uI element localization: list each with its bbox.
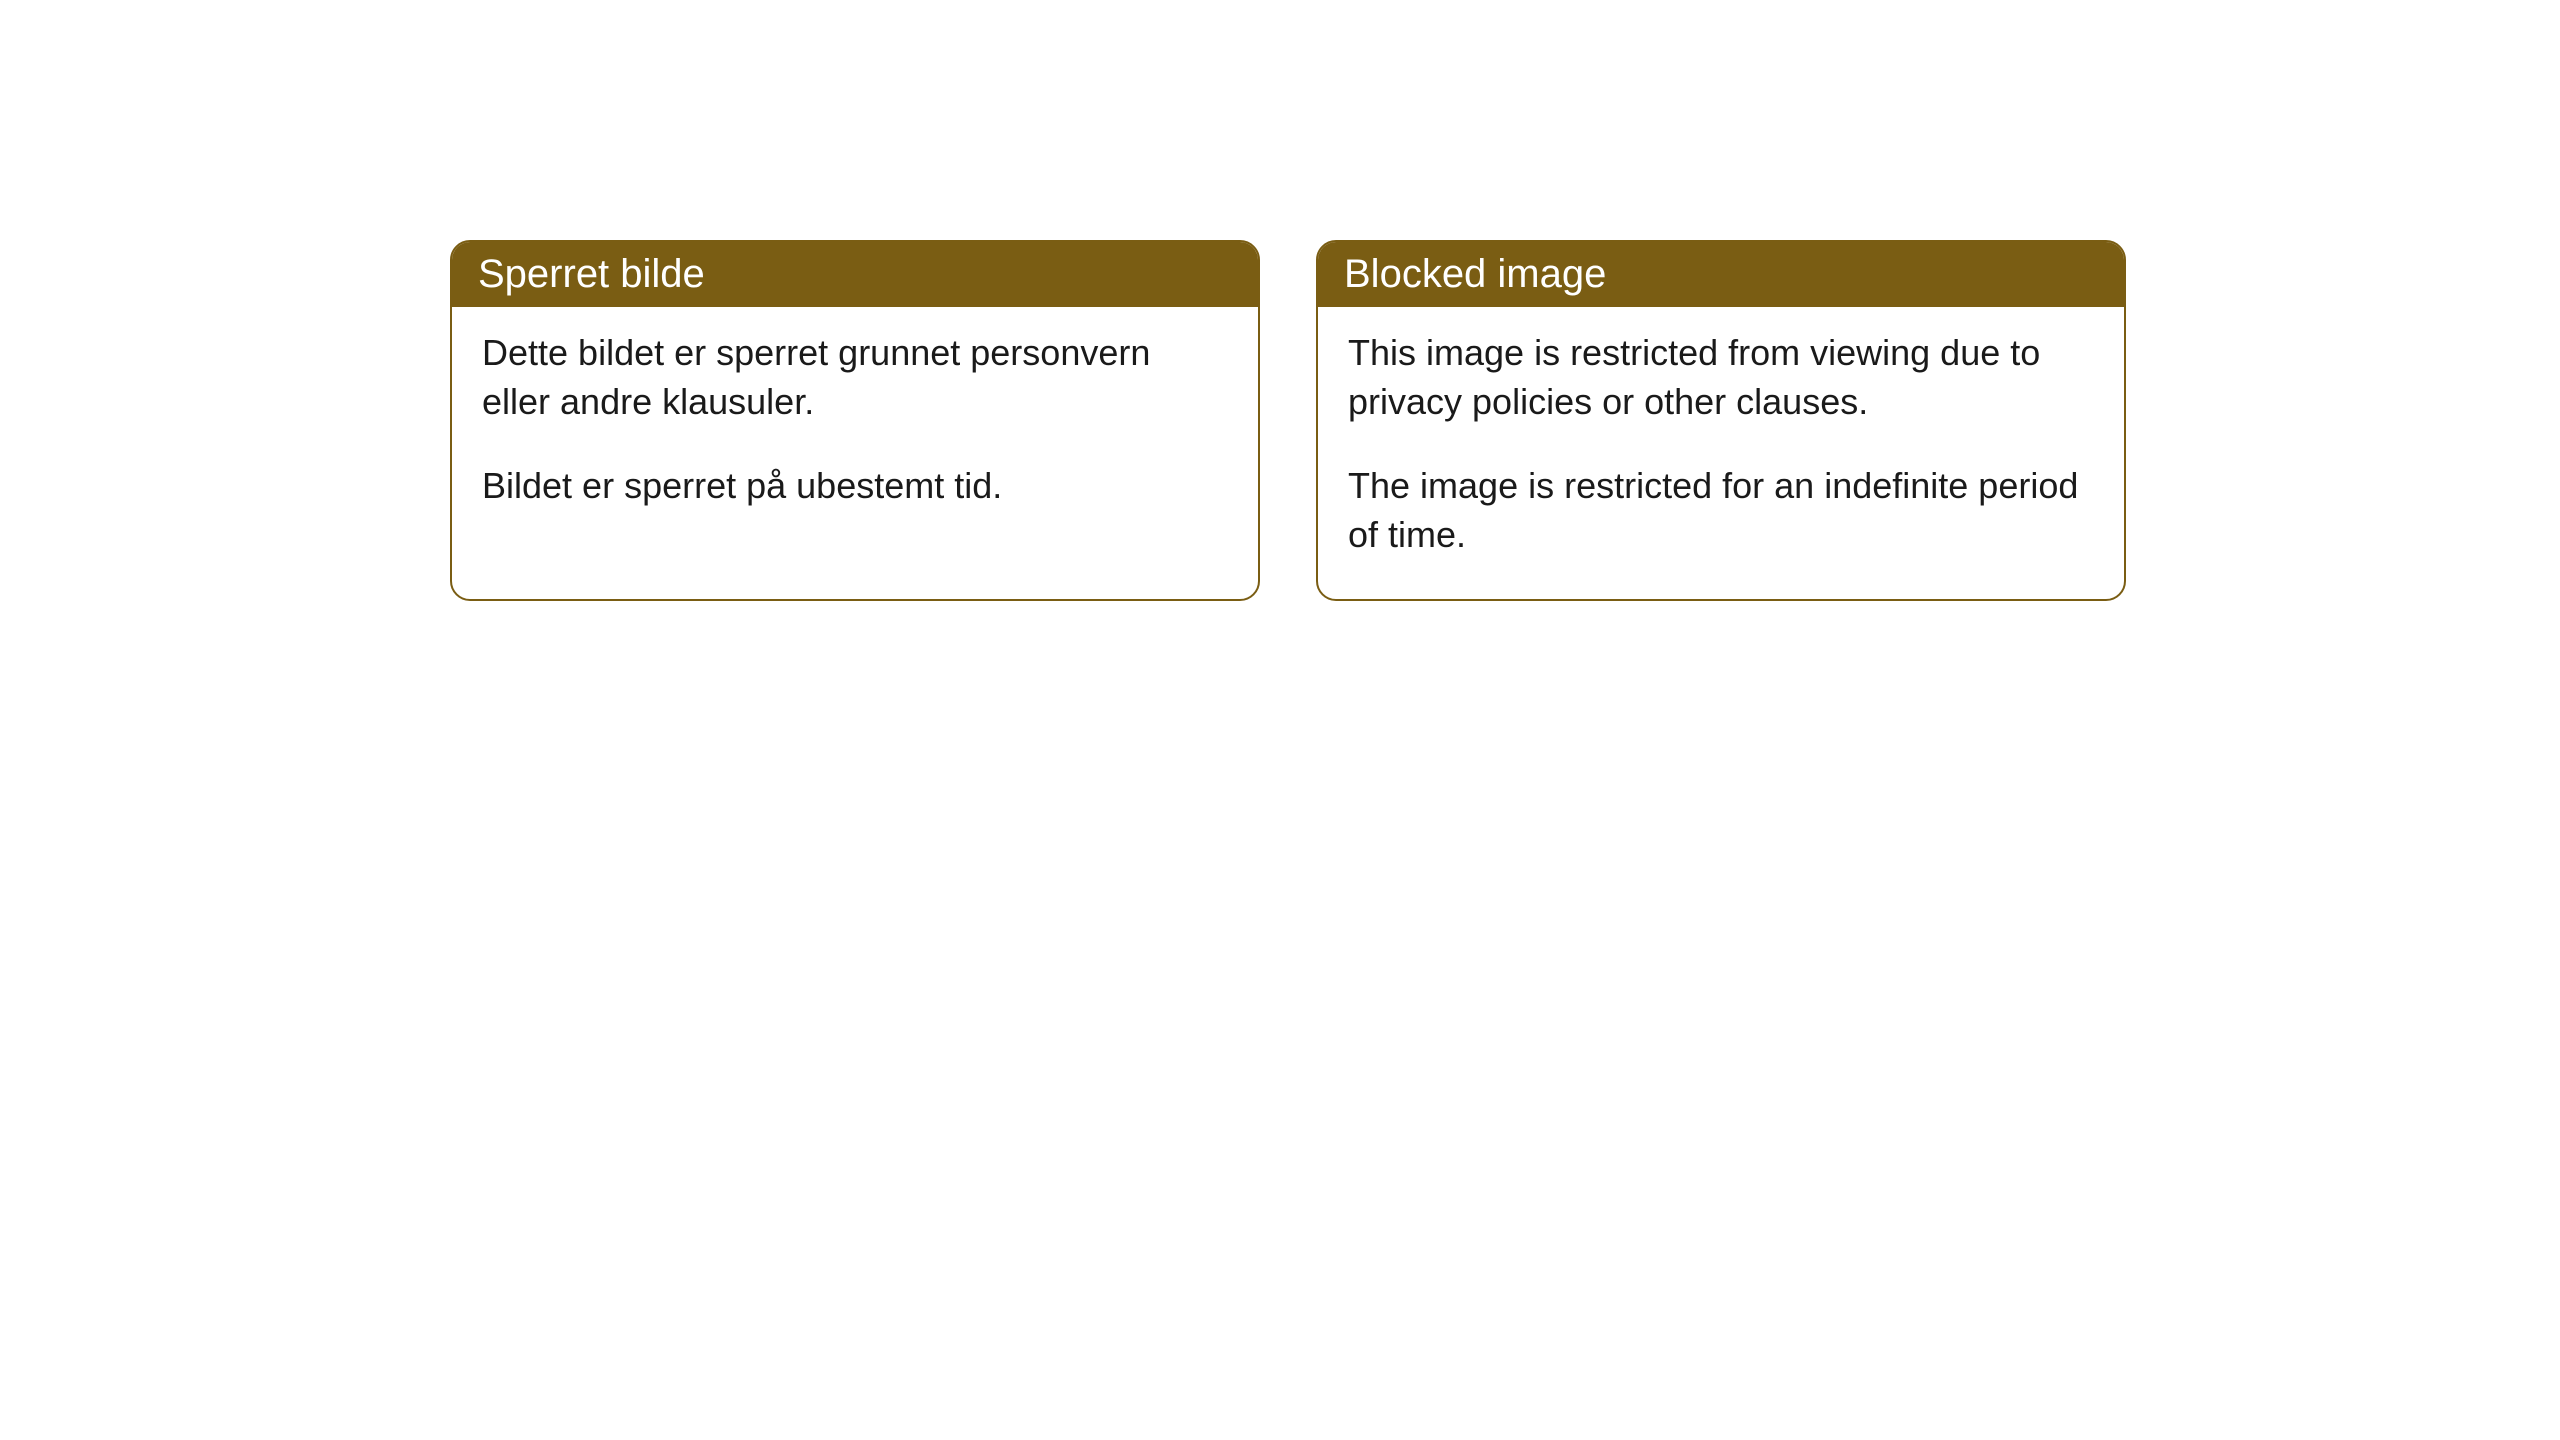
card-paragraph: Bildet er sperret på ubestemt tid.	[482, 462, 1228, 511]
blocked-image-card-english: Blocked image This image is restricted f…	[1316, 240, 2126, 601]
notice-cards-container: Sperret bilde Dette bildet er sperret gr…	[0, 0, 2560, 601]
card-paragraph: Dette bildet er sperret grunnet personve…	[482, 329, 1228, 426]
card-body: This image is restricted from viewing du…	[1318, 307, 2124, 599]
card-paragraph: The image is restricted for an indefinit…	[1348, 462, 2094, 559]
card-paragraph: This image is restricted from viewing du…	[1348, 329, 2094, 426]
blocked-image-card-norwegian: Sperret bilde Dette bildet er sperret gr…	[450, 240, 1260, 601]
card-title: Blocked image	[1318, 242, 2124, 307]
card-title: Sperret bilde	[452, 242, 1258, 307]
card-body: Dette bildet er sperret grunnet personve…	[452, 307, 1258, 551]
